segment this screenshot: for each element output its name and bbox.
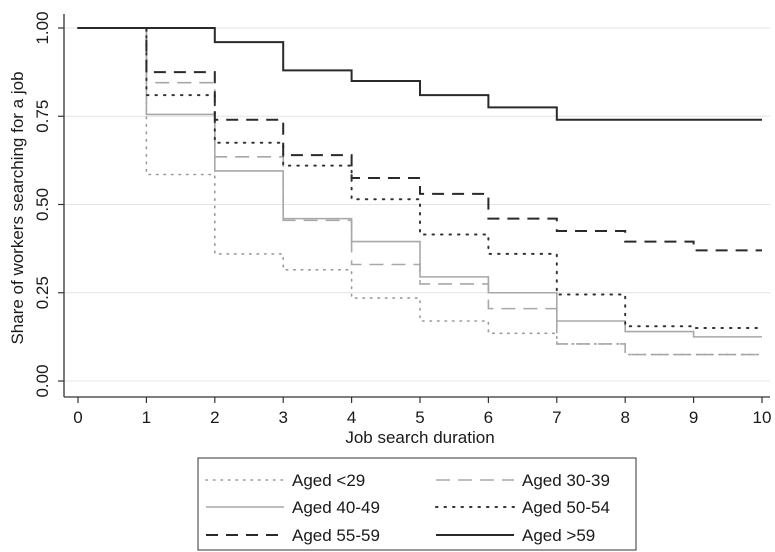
y-tick-label-2: 0.50 (33, 188, 52, 221)
series-lines (77, 27, 763, 356)
y-tick-label-1: 0.25 (33, 276, 52, 309)
legend-label-0: Aged <29 (292, 471, 365, 490)
legend-label-2: Aged 40-49 (292, 498, 380, 517)
x-tick-label-1: 1 (142, 408, 151, 427)
y-tick-label-4: 1.00 (33, 11, 52, 44)
y-tick-label-0: 0.00 (33, 364, 52, 397)
x-tick-label-0: 0 (73, 408, 82, 427)
legend-label-1: Aged 30-39 (522, 471, 610, 490)
legend-label-3: Aged 50-54 (522, 498, 610, 517)
y-axis-title: Share of workers searching for a job (8, 71, 27, 344)
x-axis-title: Job search duration (345, 428, 494, 447)
series-line-5 (78, 27, 762, 121)
x-tick-label-7: 7 (552, 408, 561, 427)
series-line-4 (78, 27, 762, 252)
x-tick-label-8: 8 (620, 408, 629, 427)
x-tick-label-5: 5 (415, 408, 424, 427)
x-tick-label-2: 2 (210, 408, 219, 427)
x-tick-label-9: 9 (689, 408, 698, 427)
x-tick-label-3: 3 (278, 408, 287, 427)
legend-label-5: Aged >59 (522, 526, 595, 545)
tick-marks: 0.00 0.25 0.50 0.75 1.00 0 1 2 3 4 5 6 7 8 9 10 (33, 11, 771, 427)
y-tick-label-3: 0.75 (33, 100, 52, 133)
legend-label-4: Aged 55-59 (292, 526, 380, 545)
series-line-2 (78, 27, 762, 338)
x-tick-label-10: 10 (753, 408, 772, 427)
x-tick-label-6: 6 (484, 408, 493, 427)
axes (63, 14, 770, 398)
legend: Aged <29 Aged 30-39 Aged 40-49 Aged 50-54 Ag… (197, 457, 637, 551)
x-tick-label-4: 4 (347, 408, 356, 427)
